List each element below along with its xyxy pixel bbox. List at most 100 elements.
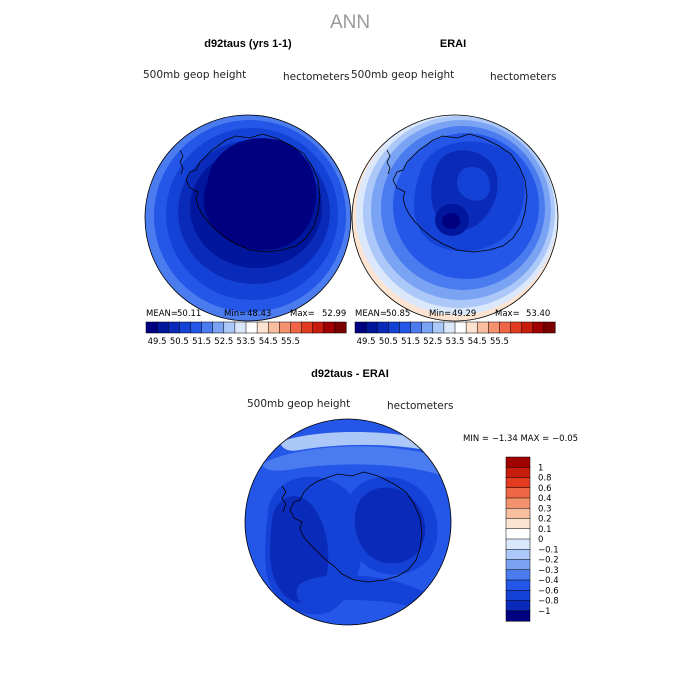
panel-model-max-value: 52.99	[322, 309, 346, 319]
panel-diff-units-label: hectometers	[387, 400, 453, 412]
colorbar-swatch	[334, 321, 347, 334]
colorbar-difference: 10.80.60.40.30.20.10−0.1−0.2−0.3−0.4−0.6…	[505, 456, 559, 622]
coastline-obs	[392, 133, 528, 253]
colorbar-tick-label: 52.5	[214, 337, 233, 347]
panel-model-title: d92taus (yrs 1-1)	[204, 38, 292, 50]
panel-obs-min-label: Min=	[429, 309, 451, 319]
panel-diff-title: d92taus - ERAI	[311, 368, 389, 380]
panel-diff-variable-label: 500mb geop height	[247, 398, 350, 410]
colorbar-swatch	[388, 321, 400, 334]
colorbar-obs: 49.550.550.551.551.552.552.553.553.554.5…	[354, 321, 556, 347]
colorbar-swatch	[505, 477, 531, 489]
colorbar-tick-label: 0.8	[538, 474, 552, 484]
polar-map-obs	[352, 115, 558, 321]
colorbar-swatch	[245, 321, 258, 334]
colorbar-swatch	[234, 321, 247, 334]
colorbar-swatch	[505, 487, 531, 499]
colorbar-swatch	[505, 508, 531, 520]
colorbar-swatch	[505, 528, 531, 540]
colorbar-swatch	[488, 321, 500, 334]
colorbar-swatch	[323, 321, 336, 334]
colorbar-swatch	[505, 610, 531, 622]
panel-obs-max-label: Max=	[495, 309, 520, 319]
panel-model-min-label: Min=	[224, 309, 246, 319]
panel-model-variable-label: 500mb geop height	[143, 69, 246, 81]
colorbar-swatch	[505, 538, 531, 550]
colorbar-tick-label: 51.5	[192, 337, 211, 347]
coastline-model	[185, 133, 321, 253]
colorbar-tick-label: 53.5	[237, 337, 256, 347]
colorbar-swatch	[532, 321, 545, 334]
colorbar-swatch	[505, 569, 531, 581]
colorbar-swatch	[510, 321, 523, 334]
colorbar-swatch	[376, 321, 389, 334]
colorbar-swatch	[505, 590, 531, 602]
colorbar-swatch	[365, 321, 378, 334]
panel-obs-variable-label: 500mb geop height	[351, 69, 454, 81]
colorbar-swatch	[505, 559, 531, 571]
colorbar-tick-label: −0.3	[538, 566, 559, 576]
panel-obs-max-value: 53.40	[526, 309, 550, 319]
colorbar-swatch	[505, 456, 531, 468]
colorbar-swatch	[521, 321, 534, 334]
panel-obs-units-label: hectometers	[490, 71, 556, 83]
panel-obs-title: ERAI	[440, 38, 466, 50]
colorbar-tick-label: 50.5	[170, 337, 189, 347]
colorbar-tick-label: −0.8	[538, 597, 559, 607]
colorbar-swatch	[454, 321, 467, 334]
colorbar-swatch	[505, 497, 531, 509]
colorbar-swatch	[505, 600, 531, 612]
colorbar-swatch	[267, 321, 280, 334]
colorbar-swatch	[145, 321, 158, 334]
panel-obs-mean-label: MEAN=	[355, 309, 387, 319]
colorbar-swatch	[543, 321, 556, 334]
colorbar-swatch	[279, 321, 291, 334]
colorbar-tick-label: 51.5	[401, 337, 420, 347]
panel-model-mean-label: MEAN=	[146, 309, 178, 319]
panel-obs-mean-value: 50.85	[386, 309, 410, 319]
colorbar-tick-label: 0.4	[538, 494, 552, 504]
colorbar-tick-label: 0	[538, 535, 543, 545]
colorbar-swatch	[465, 321, 478, 334]
colorbar-tick-label: 50.5	[379, 337, 398, 347]
colorbar-swatch	[212, 321, 225, 334]
colorbar-swatch	[410, 321, 423, 334]
colorbar-swatch	[290, 321, 303, 334]
colorbar-tick-label: −0.6	[538, 586, 559, 596]
colorbar-swatch	[399, 321, 412, 334]
coastline-difference	[289, 471, 423, 583]
panel-model: d92taus (yrs 1-1) 500mb geop height hect…	[143, 38, 352, 347]
colorbar-swatch	[312, 321, 325, 334]
colorbar-tick-label: 0.3	[538, 504, 552, 514]
colorbar-tick-label: 55.5	[281, 337, 300, 347]
colorbar-tick-label: −0.2	[538, 556, 559, 566]
colorbar-tick-label: 54.5	[259, 337, 278, 347]
colorbar-swatch	[505, 579, 531, 591]
colorbar-tick-label: 49.5	[148, 337, 167, 347]
colorbar-tick-label: 0.2	[538, 515, 552, 525]
colorbar-model: 49.550.550.551.551.552.552.553.553.554.5…	[145, 321, 347, 347]
colorbar-swatch	[476, 321, 489, 334]
colorbar-swatch	[190, 321, 203, 334]
panel-model-mean-value: 50.11	[177, 309, 201, 319]
colorbar-swatch	[179, 321, 191, 334]
colorbar-tick-label: 55.5	[490, 337, 509, 347]
figure-title: ANN	[330, 12, 370, 33]
panel-model-max-label: Max=	[290, 309, 315, 319]
colorbar-swatch	[301, 321, 314, 334]
panel-diff-stats: MIN = −1.34 MAX = −0.05	[463, 434, 578, 444]
colorbar-swatch	[432, 321, 445, 334]
colorbar-swatch	[156, 321, 169, 334]
panel-obs: ERAI 500mb geop height hectometers MEAN=…	[351, 38, 559, 347]
colorbar-tick-label: 0.6	[538, 484, 552, 494]
polar-map-model	[145, 115, 351, 321]
colorbar-tick-label: 53.5	[446, 337, 465, 347]
colorbar-swatch	[167, 321, 180, 334]
colorbar-swatch	[421, 321, 434, 334]
polar-map-difference	[245, 419, 451, 625]
colorbar-tick-label: −1	[538, 607, 551, 617]
colorbar-swatch	[443, 321, 456, 334]
colorbar-tick-label: −0.4	[538, 576, 559, 586]
colorbar-tick-label: 0.1	[538, 525, 552, 535]
